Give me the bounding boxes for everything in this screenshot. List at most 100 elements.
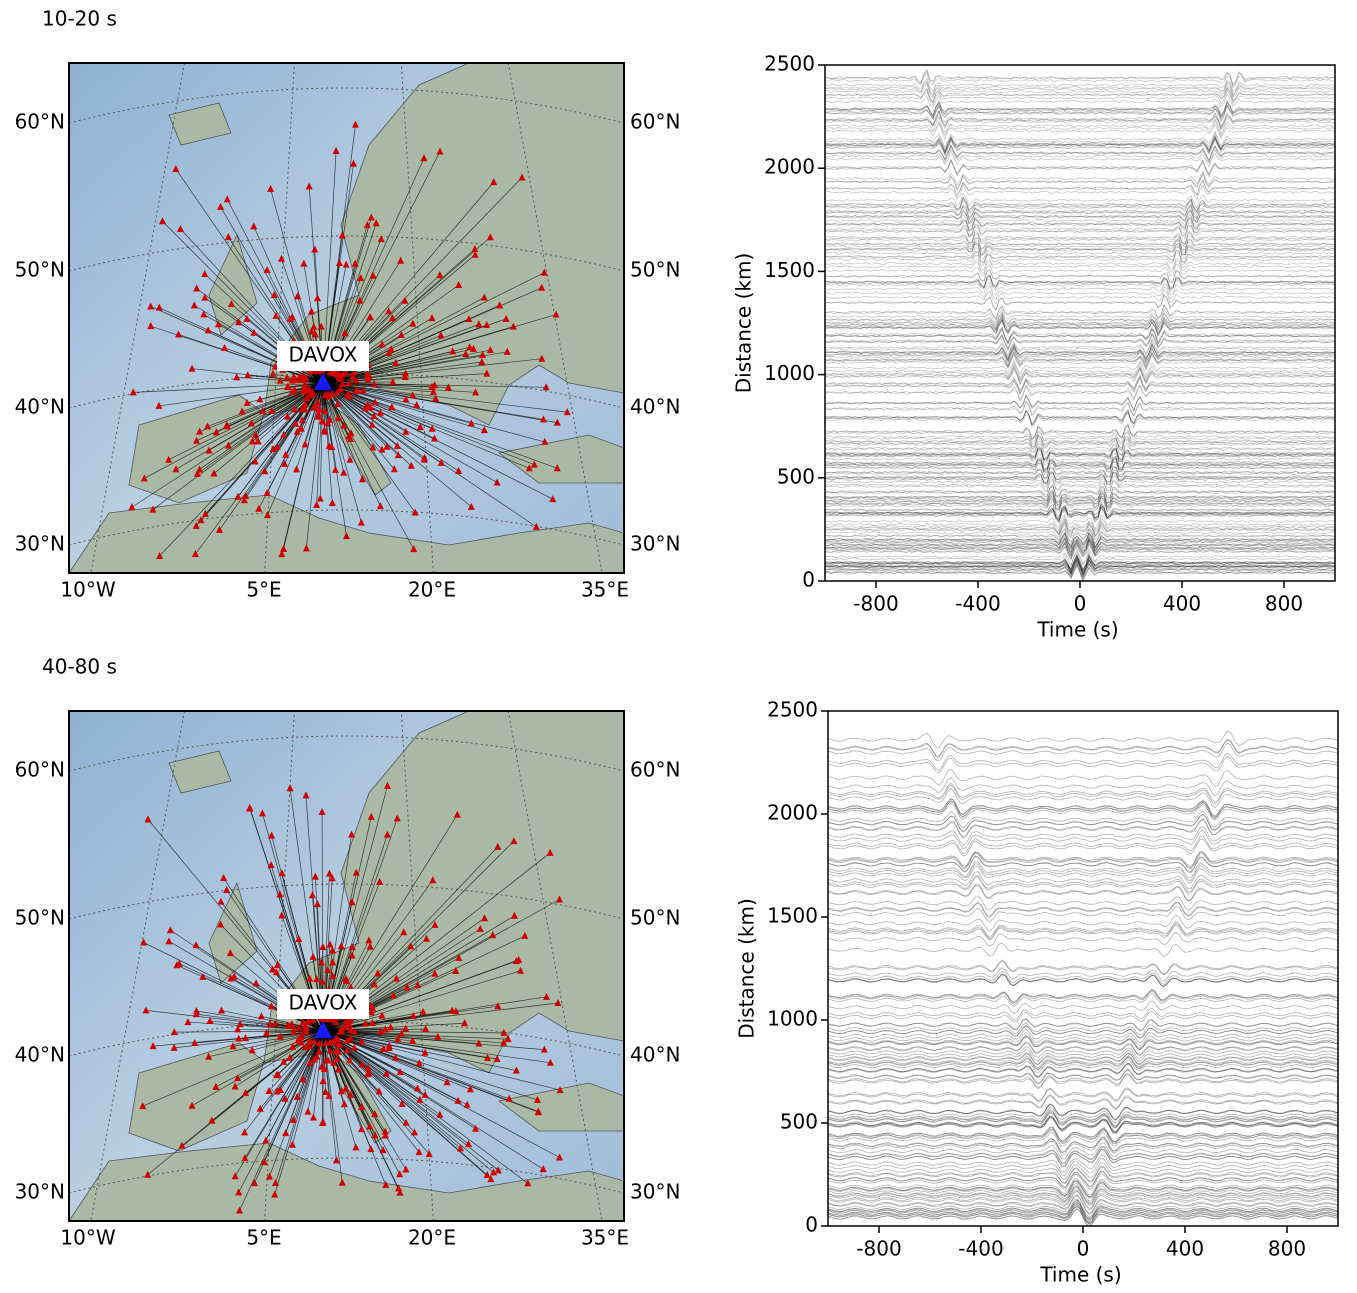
station-label: DAVOX — [289, 343, 358, 367]
waveform-trace — [825, 413, 1335, 428]
waveform-trace — [828, 1146, 1338, 1163]
y-axis-label: Distance (km) — [735, 898, 759, 1038]
y-tick-label: 2500 — [767, 698, 818, 722]
lat-label: 40°N — [630, 395, 680, 419]
waveform-trace — [825, 225, 1335, 237]
waveform-trace — [828, 972, 1338, 985]
waveform-trace — [825, 115, 1335, 130]
waveform-trace — [828, 801, 1338, 819]
waveform-trace — [825, 148, 1335, 164]
lat-label: 30°N — [15, 1180, 65, 1204]
y-tick-label: 1000 — [764, 361, 815, 385]
waveform-trace — [828, 753, 1338, 770]
lat-label: 50°N — [15, 258, 65, 282]
waveform-trace — [825, 88, 1335, 103]
x-tick-label: -400 — [958, 1237, 1003, 1261]
lat-label: 60°N — [15, 758, 65, 782]
x-tick-label: 0 — [1077, 1237, 1090, 1261]
x-tick-label: 400 — [1166, 1237, 1204, 1261]
x-axis-label: Time (s) — [1036, 618, 1118, 642]
lat-label: 60°N — [15, 110, 65, 134]
waveform-trace — [828, 1095, 1338, 1109]
waveform-trace — [828, 1139, 1338, 1155]
x-tick-label: -800 — [853, 592, 898, 616]
waveform-trace — [825, 105, 1335, 119]
x-tick-label: -400 — [955, 592, 1000, 616]
lat-label: 40°N — [630, 1043, 680, 1067]
waveform-trace — [828, 1001, 1338, 1014]
lat-label: 30°N — [15, 532, 65, 556]
lat-label: 40°N — [15, 1043, 65, 1067]
y-tick-label: 1500 — [767, 904, 818, 928]
panel-title: 10-20 s — [42, 7, 117, 31]
panel-title: 40-80 s — [42, 655, 117, 679]
y-tick-label: 500 — [780, 1110, 818, 1134]
lon-label: 20°E — [408, 578, 456, 602]
lat-label: 50°N — [630, 906, 680, 930]
waveform-trace — [825, 305, 1335, 320]
x-tick-label: 0 — [1074, 592, 1087, 616]
y-tick-label: 2000 — [764, 155, 815, 179]
lon-label: 35°E — [581, 1226, 629, 1250]
waveform-trace — [825, 385, 1335, 400]
lat-label: 30°N — [630, 1180, 680, 1204]
record-section: -800 -400 0 400 800 0 500 1000 1500 2000 2500 Time … — [735, 698, 1339, 1287]
map: DAVOX 60°N 60°N 50°N 50°N 40°N 40°N 30°N 30°N 10°… — [15, 0, 681, 602]
lon-label: 5°E — [246, 578, 281, 602]
waveform-trace — [828, 740, 1338, 757]
lat-label: 30°N — [630, 532, 680, 556]
waveform-trace — [825, 305, 1335, 319]
station-label: DAVOX — [289, 991, 358, 1015]
record-section: -800 -400 0 400 800 0 500 1000 1500 2000 2500 Time … — [732, 52, 1336, 642]
waveform-trace — [825, 234, 1335, 246]
waveform-trace — [828, 884, 1338, 901]
y-tick-label: 2500 — [764, 52, 815, 76]
lon-label: 10°W — [60, 578, 115, 602]
lon-label: 20°E — [408, 1226, 456, 1250]
waveform-trace — [825, 278, 1335, 292]
waveform-trace — [825, 84, 1335, 98]
waveform-trace — [828, 732, 1338, 748]
waveform-trace — [828, 770, 1338, 787]
waveform-trace — [828, 861, 1338, 877]
lat-label: 60°N — [630, 758, 680, 782]
y-axis-label: Distance (km) — [732, 253, 756, 393]
waveform-trace — [825, 411, 1335, 425]
x-tick-label: -800 — [856, 1237, 901, 1261]
y-tick-label: 2000 — [767, 801, 818, 825]
lon-label: 35°E — [581, 578, 629, 602]
waveform-trace — [828, 943, 1338, 956]
waveform-trace — [825, 290, 1335, 304]
waveform-trace — [825, 184, 1335, 200]
waveform-trace — [825, 171, 1335, 186]
x-tick-label: 800 — [1265, 592, 1303, 616]
waveform-trace — [828, 1008, 1338, 1020]
waveform-trace — [825, 367, 1335, 382]
x-tick-label: 800 — [1268, 1237, 1306, 1261]
lat-label: 60°N — [630, 110, 680, 134]
lon-label: 10°W — [60, 1226, 115, 1250]
waveform-trace — [825, 459, 1335, 472]
y-tick-label: 0 — [802, 568, 815, 592]
waveform-trace — [825, 241, 1335, 253]
waveform-trace — [828, 915, 1338, 931]
waveform-trace — [828, 757, 1338, 774]
waveform-trace — [825, 121, 1335, 137]
y-tick-label: 500 — [777, 464, 815, 488]
y-tick-label: 0 — [805, 1213, 818, 1237]
lat-label: 40°N — [15, 395, 65, 419]
waveform-trace — [825, 94, 1335, 109]
lat-label: 50°N — [630, 258, 680, 282]
lon-label: 5°E — [246, 1226, 281, 1250]
y-tick-label: 1000 — [767, 1007, 818, 1031]
y-tick-label: 1500 — [764, 258, 815, 282]
x-axis-label: Time (s) — [1039, 1263, 1121, 1287]
waveform-trace — [828, 1019, 1338, 1030]
x-tick-label: 400 — [1163, 592, 1201, 616]
lat-label: 50°N — [15, 906, 65, 930]
waveform-trace — [828, 799, 1338, 817]
waveform-trace — [828, 932, 1338, 946]
map-area: DAVOX — [69, 0, 624, 583]
